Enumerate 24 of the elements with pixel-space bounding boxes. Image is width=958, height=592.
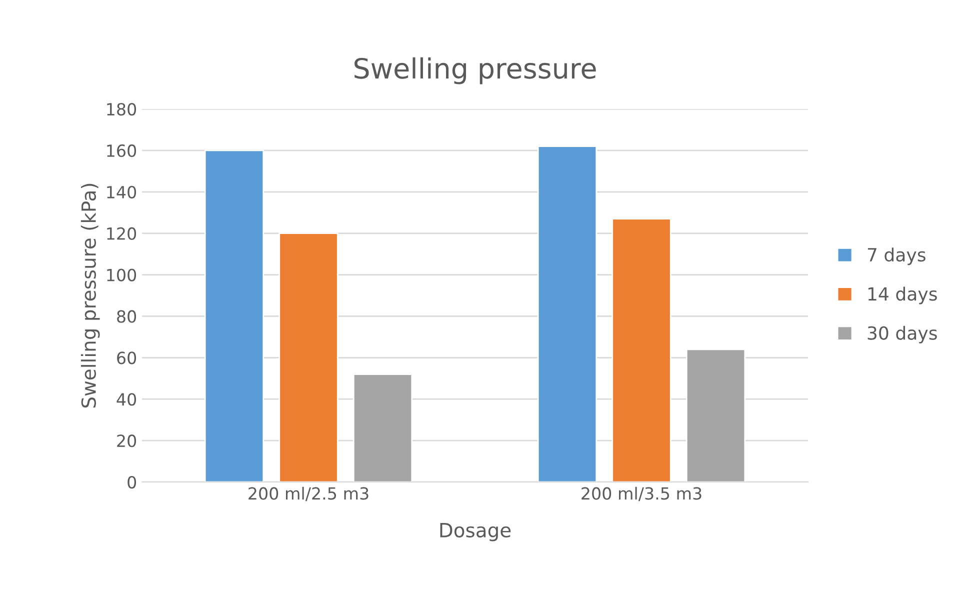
x-axis-title: Dosage: [440, 523, 511, 542]
bar: [537, 146, 598, 482]
y-tick-label: 160: [107, 144, 136, 158]
y-tick-label: 60: [117, 352, 136, 364]
bar: [204, 150, 264, 482]
chart-title: Swelling pressure: [354, 57, 596, 84]
bar: [612, 218, 672, 482]
legend-label: 30 days: [868, 326, 937, 344]
x-tick-label: 200 ml/3.5 m3: [582, 486, 702, 502]
y-axis-title: Swelling pressure (kPa): [80, 184, 100, 408]
bar: [278, 232, 338, 482]
legend-label: 7 days: [868, 248, 926, 266]
legend-label: 14 days: [868, 286, 937, 304]
x-tick-label: 200 ml/2.5 m3: [248, 486, 368, 502]
y-tick-label: 120: [107, 227, 136, 240]
bar: [352, 374, 413, 482]
y-tick-label: 140: [107, 186, 136, 198]
bar: [686, 348, 746, 482]
y-tick-label: 20: [117, 434, 136, 448]
y-tick-label: 180: [107, 102, 136, 116]
y-tick-label: 0: [128, 476, 136, 489]
y-tick-label: 100: [107, 268, 136, 282]
y-tick-label: 40: [116, 393, 136, 406]
y-tick-label: 80: [117, 310, 136, 323]
